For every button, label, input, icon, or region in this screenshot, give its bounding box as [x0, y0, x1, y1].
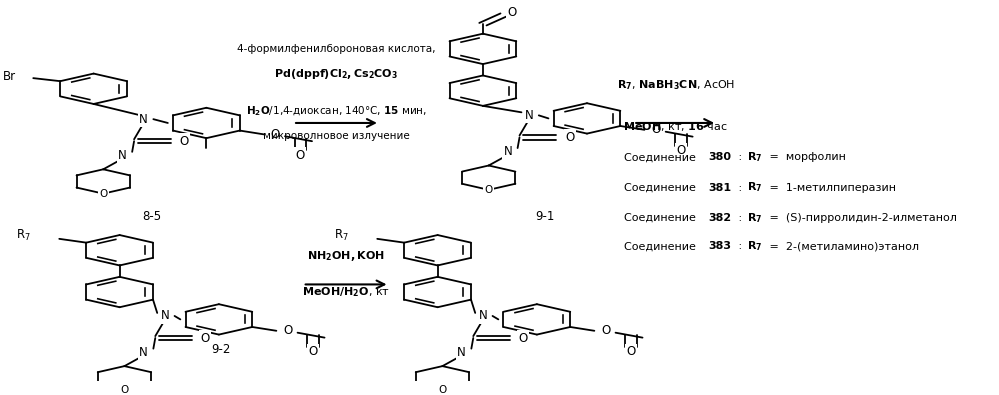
- Text: Соединение: Соединение: [623, 213, 699, 223]
- Text: N: N: [458, 346, 467, 359]
- Text: микроволновое излучение: микроволновое излучение: [263, 131, 410, 141]
- Text: O: O: [518, 331, 528, 344]
- Text: :: :: [735, 182, 746, 192]
- Text: N: N: [524, 109, 533, 122]
- Text: $\mathbf{MeOH/H_2O}$, кт: $\mathbf{MeOH/H_2O}$, кт: [302, 285, 391, 299]
- Text: 383: 383: [708, 241, 731, 252]
- Text: $\mathbf{H_2O}$/1,4-диоксан, 140°C, $\mathbf{15}$ мин,: $\mathbf{H_2O}$/1,4-диоксан, 140°C, $\ma…: [246, 105, 427, 118]
- Text: N: N: [139, 113, 148, 126]
- Text: O: O: [601, 324, 610, 337]
- Text: Соединение: Соединение: [623, 182, 699, 192]
- Text: =  морфолин: = морфолин: [766, 152, 846, 162]
- Text: O: O: [565, 131, 574, 144]
- Text: :: :: [735, 213, 746, 223]
- Text: :: :: [735, 152, 746, 162]
- Text: N: N: [139, 346, 148, 359]
- Text: $\mathbf{R_7}$: $\mathbf{R_7}$: [747, 150, 762, 164]
- Text: =  2-(метиламино)этанол: = 2-(метиламино)этанол: [766, 241, 919, 252]
- Text: 4-формилфенилбороновая кислота,: 4-формилфенилбороновая кислота,: [237, 44, 436, 54]
- Text: N: N: [118, 149, 127, 162]
- Text: O: O: [271, 128, 280, 141]
- Text: $\mathbf{R_7}$: $\mathbf{R_7}$: [747, 181, 762, 194]
- Text: =  1-метилпиперазин: = 1-метилпиперазин: [766, 182, 896, 192]
- Text: N: N: [479, 309, 488, 322]
- Text: 9-2: 9-2: [211, 342, 231, 356]
- Text: O: O: [296, 149, 305, 162]
- Text: O: O: [201, 331, 210, 344]
- Text: N: N: [503, 145, 512, 158]
- Text: O: O: [651, 123, 660, 136]
- Text: $\mathbf{R_7}$, $\mathbf{NaBH_3CN}$, AcOH: $\mathbf{R_7}$, $\mathbf{NaBH_3CN}$, AcO…: [616, 78, 734, 92]
- Text: O: O: [180, 135, 189, 148]
- Text: O: O: [120, 386, 129, 395]
- Text: Соединение: Соединение: [623, 152, 699, 162]
- Text: :: :: [735, 241, 746, 252]
- Text: =  (S)-пирролидин-2-илметанол: = (S)-пирролидин-2-илметанол: [766, 213, 957, 223]
- Text: $\mathbf{NH_2OH, KOH}$: $\mathbf{NH_2OH, KOH}$: [307, 249, 385, 263]
- Text: Соединение: Соединение: [623, 241, 699, 252]
- Text: O: O: [99, 189, 107, 199]
- Text: 382: 382: [708, 213, 731, 223]
- Text: 381: 381: [708, 182, 731, 192]
- Text: 380: 380: [708, 152, 731, 162]
- Text: O: O: [626, 345, 635, 358]
- Text: $\mathbf{Pd(dppf)Cl_2, Cs_2CO_3}$: $\mathbf{Pd(dppf)Cl_2, Cs_2CO_3}$: [275, 67, 399, 81]
- Text: N: N: [161, 309, 169, 322]
- Text: O: O: [284, 324, 293, 337]
- Text: $\mathrm{R_7}$: $\mathrm{R_7}$: [334, 228, 349, 243]
- Text: 9-1: 9-1: [534, 209, 554, 222]
- Text: $\mathrm{R_7}$: $\mathrm{R_7}$: [16, 228, 30, 243]
- Text: $\mathbf{R_7}$: $\mathbf{R_7}$: [747, 211, 762, 225]
- Text: Br: Br: [3, 70, 16, 83]
- Text: O: O: [485, 185, 493, 195]
- Text: O: O: [507, 6, 516, 19]
- Text: $\mathbf{MeOH}$, кт, $\mathbf{16}$ час: $\mathbf{MeOH}$, кт, $\mathbf{16}$ час: [623, 120, 728, 133]
- Text: O: O: [439, 386, 447, 395]
- Text: O: O: [309, 345, 318, 358]
- Text: 8-5: 8-5: [142, 209, 161, 222]
- Text: $\mathbf{R_7}$: $\mathbf{R_7}$: [747, 239, 762, 253]
- Text: O: O: [676, 144, 685, 157]
